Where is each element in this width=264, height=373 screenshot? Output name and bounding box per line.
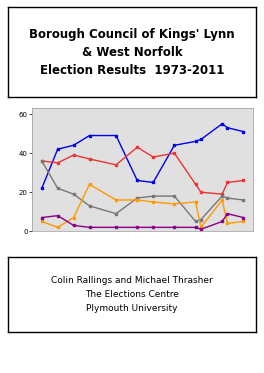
Text: Colin Rallings and Michael Thrasher
The Elections Centre
Plymouth University: Colin Rallings and Michael Thrasher The … bbox=[51, 276, 213, 313]
Text: Borough Council of Kings' Lynn
& West Norfolk
Election Results  1973-2011: Borough Council of Kings' Lynn & West No… bbox=[29, 28, 235, 77]
